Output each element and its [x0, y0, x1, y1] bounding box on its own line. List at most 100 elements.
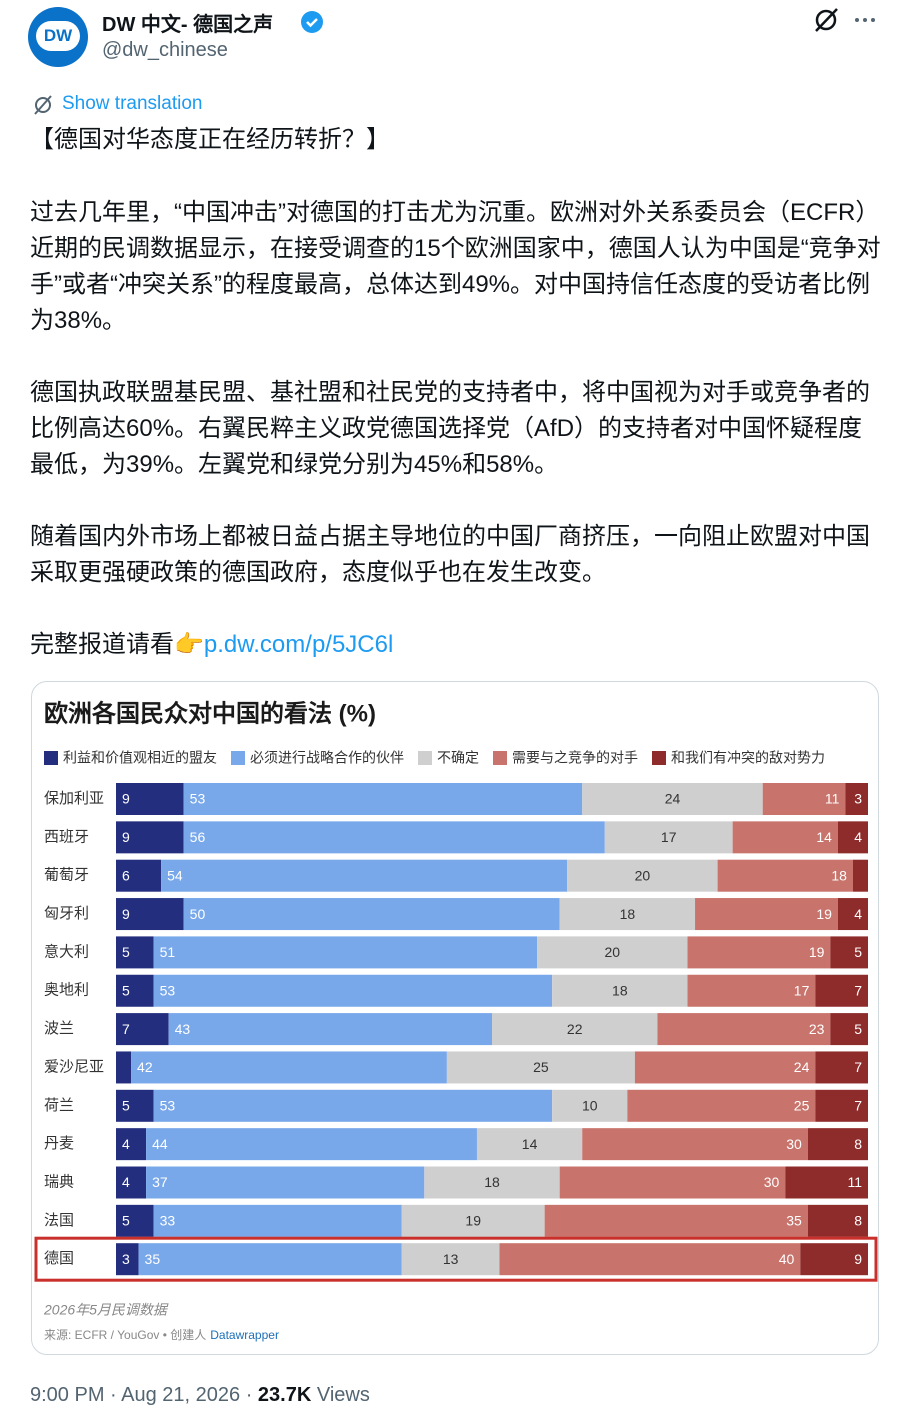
bar-segment — [146, 1166, 425, 1199]
value-label: 7 — [854, 1059, 862, 1075]
tweet-paragraph: 完整报道请看👉p.dw.com/p/5JC6l — [30, 627, 882, 663]
bar-segment — [116, 783, 184, 815]
category-label: 匈牙利 — [44, 905, 89, 922]
category-label: 丹麦 — [44, 1135, 74, 1152]
bar-segment — [717, 859, 853, 892]
bar-segment — [687, 974, 816, 1007]
bar-segment — [830, 936, 868, 969]
tweet-meta: 9:00 PM · Aug 21, 2026 · 23.7K Views — [30, 1384, 370, 1407]
bar-segment — [762, 783, 846, 815]
bar-segment — [116, 898, 184, 931]
handle[interactable]: @dw_chinese — [102, 39, 228, 61]
category-label: 爱沙尼亚 — [44, 1058, 104, 1075]
legend-swatch — [44, 751, 58, 765]
value-label: 14 — [522, 1136, 538, 1152]
value-label: 19 — [816, 906, 832, 922]
value-label: 25 — [533, 1059, 549, 1075]
source-link[interactable]: Datawrapper — [210, 1328, 279, 1342]
grok-icon[interactable] — [812, 6, 840, 34]
bar-segment — [582, 1128, 808, 1161]
bar-segment — [424, 1166, 560, 1199]
value-label: 17 — [661, 829, 677, 845]
tweet-paragraph: 随着国内外市场上都被日益占据主导地位的中国厂商挤压，一向阻止欧盟对中国采取更强硬… — [30, 523, 870, 586]
category-label: 奥地利 — [44, 982, 89, 999]
value-label: 20 — [605, 944, 621, 960]
bar-segment — [785, 1166, 868, 1199]
chart-card[interactable]: 欧洲各国民众对中国的看法 (%) 2026年5月民调数据 来源: ECFR / … — [31, 681, 879, 1355]
chart-note: 2026年5月民调数据 — [43, 1302, 169, 1318]
bar-segment — [476, 1128, 583, 1161]
bar-segment — [499, 1243, 801, 1276]
tweet-paragraph: 德国执政联盟基民盟、基社盟和社民党的支持者中，将中国视为对手或竞争者的比例高达6… — [30, 379, 870, 478]
value-label: 10 — [582, 1098, 598, 1114]
bar-segment — [732, 821, 838, 854]
category-label: 葡萄牙 — [44, 867, 89, 884]
bar-segment — [116, 1204, 154, 1237]
bar-segment — [559, 898, 696, 931]
value-label: 50 — [190, 906, 206, 922]
tweet-paragraph: 过去几年里，“中国冲击”对德国的打击尤为沉重。欧洲对外关系委员会（ECFR）近期… — [30, 199, 881, 334]
bar-segment — [161, 859, 568, 892]
value-label: 4 — [122, 1136, 130, 1152]
avatar[interactable]: DW — [28, 7, 88, 67]
bar-segment — [695, 898, 838, 931]
bar-segment — [116, 936, 154, 969]
bar-segment — [537, 936, 688, 969]
value-label: 5 — [122, 982, 130, 998]
bar-segment — [634, 1051, 816, 1084]
chart-title: 欧洲各国民众对中国的看法 (%) — [44, 699, 376, 727]
value-label: 56 — [190, 829, 206, 845]
more-icon[interactable] — [852, 8, 878, 34]
chart-source: 来源: ECFR / YouGov • 创建人 Datawrapper — [44, 1328, 279, 1342]
value-label: 22 — [567, 1021, 583, 1037]
tweet-paragraph: 【德国对华态度正在经历转折？】 — [30, 126, 390, 153]
value-label: 4 — [122, 1174, 130, 1190]
category-label: 保加利亚 — [44, 790, 104, 807]
value-label: 53 — [190, 791, 206, 807]
value-label: 19 — [465, 1213, 481, 1229]
value-label: 5 — [854, 944, 862, 960]
value-label: 8 — [854, 1213, 862, 1229]
bar-segment — [153, 974, 553, 1007]
bar-segment — [446, 1051, 635, 1084]
legend-label: 需要与之竞争的对手 — [512, 750, 638, 766]
category-label: 波兰 — [44, 1020, 74, 1037]
bar-segment — [116, 1089, 154, 1122]
bar-segment — [183, 821, 605, 854]
value-label: 23 — [809, 1021, 825, 1037]
value-label: 5 — [122, 1213, 130, 1229]
bar-segment — [183, 783, 583, 815]
legend-label: 和我们有冲突的敌对势力 — [671, 750, 825, 766]
value-label: 53 — [160, 982, 176, 998]
timestamp[interactable]: 9:00 PM · Aug 21, 2026 · — [30, 1384, 258, 1406]
bar-segment — [830, 1013, 868, 1046]
value-label: 18 — [612, 982, 628, 998]
article-link[interactable]: p.dw.com/p/5JC6l — [203, 631, 394, 658]
value-label: 3 — [854, 791, 862, 807]
value-label: 43 — [175, 1021, 191, 1037]
avatar-logo: DW — [36, 21, 80, 51]
show-translation[interactable]: Show translation — [62, 93, 203, 114]
value-label: 33 — [160, 1213, 176, 1229]
highlight-box — [34, 1236, 878, 1282]
author-name[interactable]: DW 中文- 德国之声 — [102, 14, 274, 36]
bar-segment — [116, 1051, 132, 1084]
bar-segment — [116, 1013, 169, 1046]
value-label: 11 — [847, 1174, 862, 1190]
value-label: 35 — [145, 1251, 161, 1267]
bar-segment — [116, 1128, 147, 1161]
source-text: 来源: ECFR / YouGov • 创建人 — [44, 1328, 206, 1342]
value-label: 24 — [665, 791, 681, 807]
bar-segment — [604, 821, 733, 854]
value-label: 8 — [854, 1136, 862, 1152]
bar-segment — [815, 1089, 868, 1122]
value-label: 19 — [809, 944, 825, 960]
value-label: 54 — [167, 867, 183, 883]
value-label: 4 — [854, 906, 862, 922]
value-label: 40 — [779, 1251, 795, 1267]
bar-segment — [837, 821, 868, 854]
translate-icon — [34, 95, 52, 115]
value-label: 18 — [831, 867, 847, 883]
value-label: 5 — [122, 944, 130, 960]
